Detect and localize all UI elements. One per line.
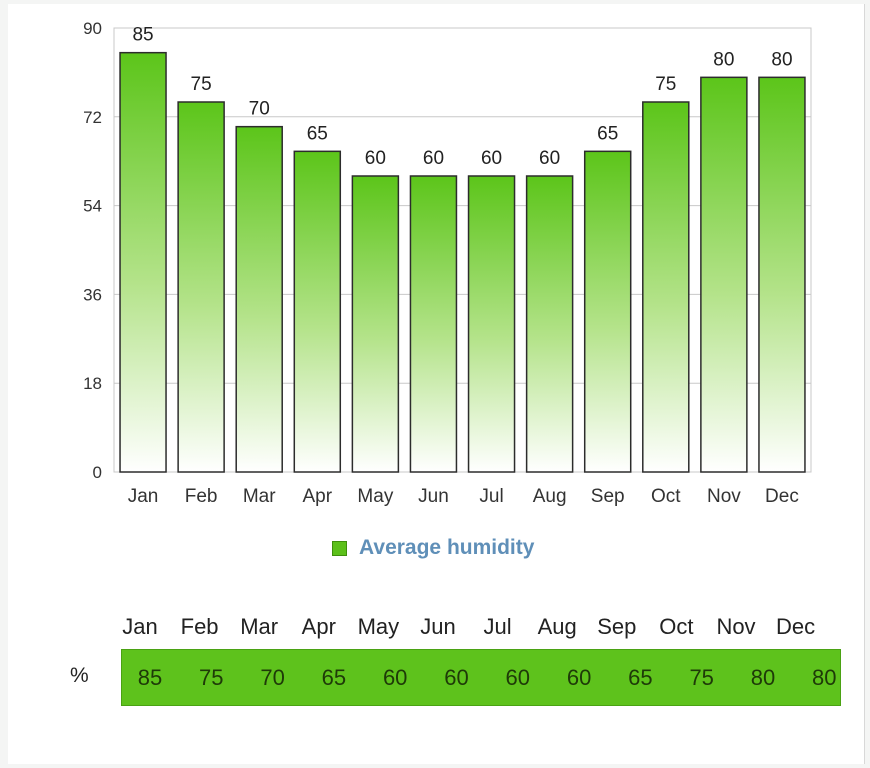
table-value-cell: 80	[812, 665, 837, 690]
table-header-cell: Sep	[597, 614, 637, 639]
bar-jan	[119, 51, 167, 473]
y-tick-label: 72	[83, 108, 102, 127]
bar-may	[351, 175, 400, 473]
data-label: 75	[655, 74, 676, 95]
x-axis-labels: Jan Feb Mar Apr May Jun Jul Aug Sep Oct Nov Dec	[128, 486, 799, 507]
data-label: 65	[597, 123, 618, 144]
data-label: 75	[191, 74, 212, 95]
table-value-cell: 65	[628, 665, 653, 690]
legend-swatch	[332, 540, 347, 556]
table-header-cell: Jan	[122, 614, 158, 639]
table-header-cell: Oct	[659, 614, 694, 639]
bar-apr	[293, 150, 342, 473]
data-labels: 85 75 70 65 60 60 60 60 65 75 80 80	[132, 25, 792, 169]
table-header-row: Jan Feb Mar Apr May Jun Jul Aug Sep Oct Nov Dec	[0, 614, 870, 642]
bar-aug	[525, 175, 574, 473]
y-tick-label: 54	[83, 197, 102, 216]
gridlines	[113, 27, 812, 473]
x-tick-label: Jun	[418, 486, 449, 507]
data-label: 65	[307, 123, 328, 144]
table-row-label: %	[70, 664, 89, 687]
x-tick-label: Feb	[185, 486, 218, 507]
table-value-cell: 65	[321, 665, 347, 690]
bar-sep	[583, 150, 632, 473]
x-tick-label: Dec	[765, 486, 799, 507]
x-tick-label: Nov	[707, 486, 741, 507]
y-tick-label: 36	[83, 285, 102, 304]
x-tick-label: Mar	[243, 486, 276, 507]
data-label: 85	[132, 25, 153, 46]
x-tick-label: Jul	[479, 486, 503, 507]
bar-mar	[235, 125, 283, 473]
data-label: 80	[713, 49, 734, 70]
table-value-cell: 60	[505, 665, 531, 690]
data-label: 60	[423, 148, 444, 169]
data-label: 60	[481, 148, 502, 169]
table-value-cell: 75	[199, 665, 224, 690]
y-tick-label: 0	[93, 463, 102, 482]
table-header-cell: Jun	[420, 614, 456, 639]
data-label: 60	[539, 148, 560, 169]
bar-jul	[467, 175, 516, 473]
table-header-cell: Apr	[301, 614, 336, 639]
x-tick-label: May	[357, 486, 393, 507]
bar-jun	[409, 175, 458, 473]
x-tick-label: Oct	[651, 486, 681, 507]
table-header-cell: Feb	[180, 614, 219, 639]
table-value-cell: 85	[137, 665, 163, 690]
data-label: 80	[771, 49, 792, 70]
table-header-cell: Jul	[483, 614, 512, 639]
table-value-cell: 75	[689, 665, 714, 690]
table-header-cell: Mar	[240, 614, 279, 639]
table-value-cell: 60	[382, 665, 408, 690]
table-value-cell: 60	[566, 665, 592, 690]
bar-nov	[700, 76, 748, 473]
x-tick-label: Jan	[128, 486, 159, 507]
table-header-cell: Dec	[776, 614, 816, 639]
bars	[119, 51, 806, 473]
y-axis-ticks: 0 18 36 54 72 90	[83, 19, 102, 482]
bar-dec	[758, 76, 806, 473]
table-values-band	[121, 649, 841, 706]
table-value-cell: 60	[444, 665, 469, 690]
y-tick-label: 90	[83, 19, 102, 38]
legend: Average humidity	[332, 536, 534, 560]
table-value-cell: 70	[260, 665, 285, 690]
x-tick-label: Aug	[533, 486, 567, 507]
x-tick-label: Apr	[303, 486, 333, 507]
table-value-cell: 80	[750, 665, 776, 690]
table-header-cell: Aug	[537, 614, 577, 639]
data-label: 70	[249, 99, 270, 120]
bar-oct	[642, 101, 690, 473]
y-tick-label: 18	[83, 374, 102, 393]
data-label: 60	[365, 148, 386, 169]
humidity-bar-chart: 0 18 36 54 72 90 Jan Feb Mar Apr May Jun Jul Aug Sep O…	[83, 19, 812, 507]
table-header-cell: Nov	[716, 614, 756, 639]
table-header-cell: May	[357, 614, 400, 639]
x-tick-label: Sep	[591, 486, 625, 507]
legend-label: Average humidity	[359, 536, 535, 559]
bar-feb	[177, 101, 225, 473]
